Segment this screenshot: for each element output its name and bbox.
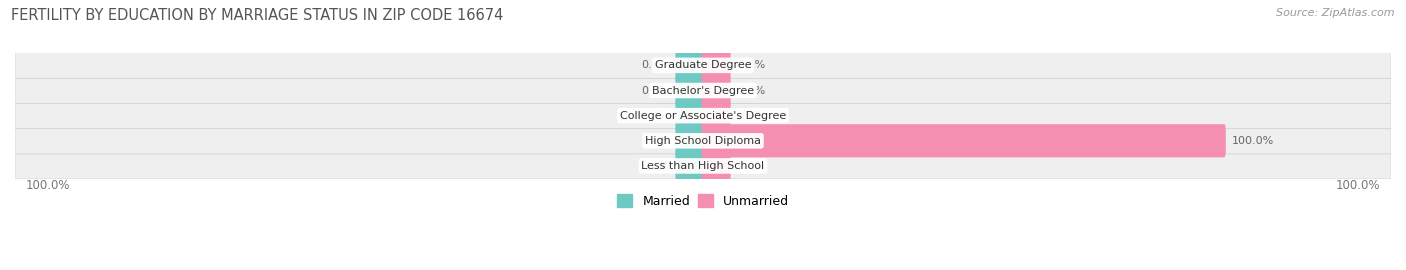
Text: 0.0%: 0.0% [737, 161, 765, 171]
FancyBboxPatch shape [702, 99, 731, 132]
Text: 0.0%: 0.0% [737, 60, 765, 70]
FancyBboxPatch shape [702, 49, 731, 82]
FancyBboxPatch shape [15, 103, 1391, 129]
Text: 0.0%: 0.0% [641, 161, 669, 171]
Text: 100.0%: 100.0% [1336, 179, 1381, 192]
FancyBboxPatch shape [702, 74, 731, 107]
FancyBboxPatch shape [15, 128, 1391, 154]
FancyBboxPatch shape [702, 149, 731, 183]
FancyBboxPatch shape [15, 77, 1391, 104]
FancyBboxPatch shape [702, 124, 1226, 157]
FancyBboxPatch shape [675, 49, 704, 82]
Text: High School Diploma: High School Diploma [645, 136, 761, 146]
FancyBboxPatch shape [675, 74, 704, 107]
Text: FERTILITY BY EDUCATION BY MARRIAGE STATUS IN ZIP CODE 16674: FERTILITY BY EDUCATION BY MARRIAGE STATU… [11, 8, 503, 23]
FancyBboxPatch shape [675, 99, 704, 132]
Text: 100.0%: 100.0% [25, 179, 70, 192]
Text: College or Associate's Degree: College or Associate's Degree [620, 111, 786, 121]
FancyBboxPatch shape [675, 149, 704, 183]
FancyBboxPatch shape [15, 52, 1391, 79]
Text: 0.0%: 0.0% [641, 111, 669, 121]
Text: 0.0%: 0.0% [641, 60, 669, 70]
Text: Less than High School: Less than High School [641, 161, 765, 171]
Text: 0.0%: 0.0% [641, 136, 669, 146]
Text: Bachelor's Degree: Bachelor's Degree [652, 86, 754, 96]
FancyBboxPatch shape [15, 153, 1391, 179]
Text: Source: ZipAtlas.com: Source: ZipAtlas.com [1277, 8, 1395, 18]
Text: 0.0%: 0.0% [737, 86, 765, 96]
Legend: Married, Unmarried: Married, Unmarried [612, 189, 794, 212]
Text: 0.0%: 0.0% [641, 86, 669, 96]
Text: 100.0%: 100.0% [1232, 136, 1274, 146]
Text: Graduate Degree: Graduate Degree [655, 60, 751, 70]
FancyBboxPatch shape [675, 124, 704, 157]
Text: 0.0%: 0.0% [737, 111, 765, 121]
